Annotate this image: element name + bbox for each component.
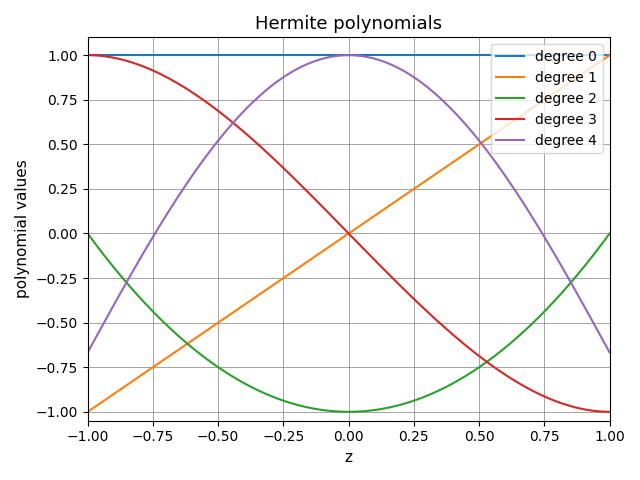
degree 1 [606, 52, 614, 58]
degree 3 [511, 378, 519, 384]
degree 3 [606, 409, 614, 415]
Legend: degree 0, degree 1, degree 2, degree 3, degree 4: degree 0, degree 1, degree 2, degree 3, … [491, 44, 603, 153]
degree 3 [335, 220, 342, 226]
degree 2 [367, 408, 375, 413]
degree 3 [593, 408, 601, 414]
degree 4 [396, 66, 403, 72]
degree 2 [335, 408, 342, 414]
degree 4 [513, 190, 520, 195]
degree 0 [606, 52, 614, 58]
degree 1 [84, 409, 92, 415]
degree 2 [332, 408, 339, 414]
degree 2 [84, 230, 92, 236]
degree 4 [344, 52, 352, 58]
degree 0 [593, 52, 601, 58]
degree 4 [595, 328, 602, 334]
degree 3 [84, 52, 92, 58]
degree 2 [595, 246, 602, 252]
Line: degree 4: degree 4 [88, 55, 610, 352]
Y-axis label: polynomial values: polynomial values [15, 160, 30, 299]
degree 4 [335, 53, 342, 59]
degree 4 [84, 349, 92, 355]
Line: degree 3: degree 3 [88, 55, 610, 412]
degree 3 [366, 252, 374, 258]
degree 0 [335, 52, 342, 58]
degree 2 [606, 230, 614, 236]
degree 1 [335, 238, 342, 243]
degree 1 [332, 240, 339, 245]
degree 0 [84, 52, 92, 58]
degree 4 [367, 55, 375, 60]
degree 2 [396, 402, 403, 408]
X-axis label: z: z [344, 450, 353, 465]
degree 0 [394, 52, 402, 58]
Title: Hermite polynomials: Hermite polynomials [255, 15, 442, 33]
degree 3 [332, 217, 339, 223]
degree 0 [511, 52, 519, 58]
degree 3 [394, 281, 402, 287]
degree 4 [606, 349, 614, 355]
degree 1 [593, 61, 601, 67]
degree 1 [511, 117, 519, 122]
degree 1 [366, 216, 374, 222]
Line: degree 1: degree 1 [88, 55, 610, 412]
degree 1 [394, 197, 402, 203]
degree 0 [366, 52, 374, 58]
degree 2 [513, 335, 520, 341]
degree 2 [344, 409, 352, 415]
Line: degree 2: degree 2 [88, 233, 610, 412]
degree 0 [332, 52, 339, 58]
degree 4 [332, 53, 339, 59]
